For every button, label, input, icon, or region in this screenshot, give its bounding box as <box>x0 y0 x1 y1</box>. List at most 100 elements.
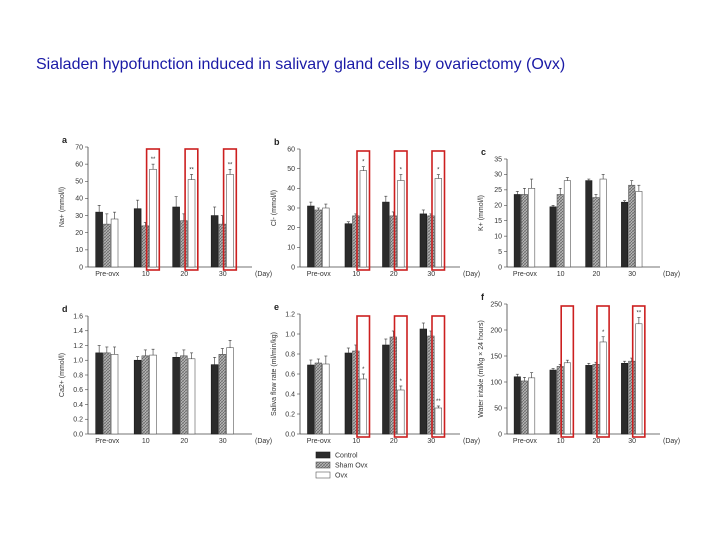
legend-label: Ovx <box>335 473 348 480</box>
highlight-box <box>356 150 371 271</box>
panel-letter: c <box>481 147 486 157</box>
bar-sham-ovx <box>103 352 111 435</box>
chart-legend: Control Sham Ovx Ovx <box>315 451 368 480</box>
y-tick-label: 1.4 <box>73 328 83 335</box>
x-tick-label: Pre-ovx <box>513 438 538 445</box>
x-tick-label: 10 <box>557 271 565 278</box>
bar-sham-ovx <box>520 380 528 435</box>
y-tick-label: 1.2 <box>285 311 295 318</box>
x-tick-label: Pre-ovx <box>95 271 120 278</box>
significance-marker: ** <box>151 157 156 163</box>
bar-ovx <box>322 363 330 435</box>
bar-control <box>95 352 103 435</box>
y-tick-label: 1.2 <box>73 343 83 350</box>
panel-c: c 0 5 10 15 20 25 30 35 K+ (mmol/l) Pre-ovx 10 20 30 (… <box>478 147 680 278</box>
highlight-box <box>222 148 238 271</box>
x-tick-label: Pre-ovx <box>307 271 332 278</box>
x-tick-label: 20 <box>592 271 600 278</box>
y-tick-label: 0.4 <box>285 391 295 398</box>
bar-sham-ovx <box>141 355 150 435</box>
significance-marker: * <box>400 168 403 174</box>
x-tick-label: 20 <box>180 271 188 278</box>
panel-b: b 0 10 20 30 40 50 60 Cl- (mmol/l) Pre-ovx * 10 * 20 *… <box>271 137 480 278</box>
y-tick-label: 0.2 <box>285 411 295 418</box>
bar-control <box>585 365 593 435</box>
y-tick-label: 50 <box>287 166 295 173</box>
y-tick-label: 0 <box>79 264 83 271</box>
panel-f: f 0 50 100 150 200 250 Water intake (ml/kg × 24… <box>478 292 680 445</box>
y-tick-label: 15 <box>494 218 502 225</box>
x-tick-label: 10 <box>557 438 565 445</box>
bar-control <box>210 364 219 435</box>
panel-a: a 0 10 20 30 40 50 60 70 Na+ (mmol/l) Pre-ovx ** 10 *… <box>59 135 272 278</box>
x-tick-label: Pre-ovx <box>95 438 120 445</box>
x-tick-label: 30 <box>427 438 435 445</box>
y-tick-label: 10 <box>494 233 502 240</box>
highlight-box <box>393 315 408 438</box>
y-tick-label: 200 <box>490 327 502 334</box>
bar-ovx <box>599 178 607 268</box>
x-tick-label: 30 <box>628 271 636 278</box>
panel-d: d 0.0 0.2 0.4 0.6 0.8 1.0 1.2 1.4 1.6 Ca2+ (mmol/l… <box>59 304 272 445</box>
panel-letter: a <box>62 135 68 145</box>
y-tick-label: 20 <box>287 225 295 232</box>
legend-swatch <box>315 471 331 479</box>
y-axis-label: K+ (mmol/l) <box>478 195 485 231</box>
bar-ovx <box>635 191 643 268</box>
bar-ovx <box>599 341 607 435</box>
bar-control <box>172 206 180 268</box>
bar-control <box>513 194 521 268</box>
x-tick-label: 10 <box>142 271 150 278</box>
bar-control <box>210 215 219 268</box>
x-axis-label: (Day) <box>463 438 480 445</box>
x-tick-label: 30 <box>427 271 435 278</box>
bar-control <box>382 344 390 435</box>
panel-letter: f <box>481 292 485 302</box>
y-tick-label: 0.8 <box>73 372 83 379</box>
bar-ovx <box>149 168 157 268</box>
panel-letter: b <box>274 137 280 147</box>
y-tick-label: 30 <box>75 213 83 220</box>
bar-sham-ovx <box>218 223 227 268</box>
bar-sham-ovx <box>520 194 528 268</box>
x-tick-label: 30 <box>628 438 636 445</box>
x-tick-label: Pre-ovx <box>513 271 538 278</box>
bar-ovx <box>226 174 234 268</box>
bar-sham-ovx <box>180 220 188 268</box>
bar-control <box>585 180 593 268</box>
y-axis-label: Cl- (mmol/l) <box>271 190 278 226</box>
legend-label: Sham Ovx <box>335 463 368 470</box>
y-tick-label: 0 <box>498 264 502 271</box>
bar-control <box>172 356 180 435</box>
bar-control <box>419 328 427 435</box>
bar-ovx <box>226 347 234 435</box>
significance-marker: * <box>400 379 403 385</box>
bar-ovx <box>359 378 367 435</box>
bar-ovx <box>397 389 405 435</box>
x-tick-label: 10 <box>352 271 360 278</box>
bar-control <box>549 369 557 435</box>
y-tick-label: 60 <box>287 146 295 153</box>
bar-control <box>621 362 629 435</box>
y-tick-label: 0 <box>498 431 502 438</box>
y-axis-label: Na+ (mmol/l) <box>59 187 66 227</box>
bar-ovx <box>434 178 442 268</box>
bar-control <box>307 364 315 435</box>
y-tick-label: 150 <box>490 353 502 360</box>
x-axis-label: (Day) <box>663 438 680 445</box>
bar-ovx <box>110 218 119 268</box>
bar-ovx <box>563 362 571 435</box>
significance-marker: ** <box>637 311 642 317</box>
highlight-box <box>431 150 446 271</box>
panel-letter: e <box>274 302 279 312</box>
y-tick-label: 40 <box>75 196 83 203</box>
legend-swatch <box>315 461 331 469</box>
panel-e: e 0.0 0.2 0.4 0.6 0.8 1.0 1.2 Saliva flow rate (… <box>271 302 480 445</box>
y-tick-label: 100 <box>490 379 502 386</box>
bar-ovx <box>528 377 536 435</box>
bar-sham-ovx <box>141 225 150 268</box>
y-tick-label: 0.0 <box>73 431 83 438</box>
y-tick-label: 1.0 <box>73 358 83 365</box>
highlight-box <box>631 305 646 438</box>
y-tick-label: 30 <box>494 172 502 179</box>
